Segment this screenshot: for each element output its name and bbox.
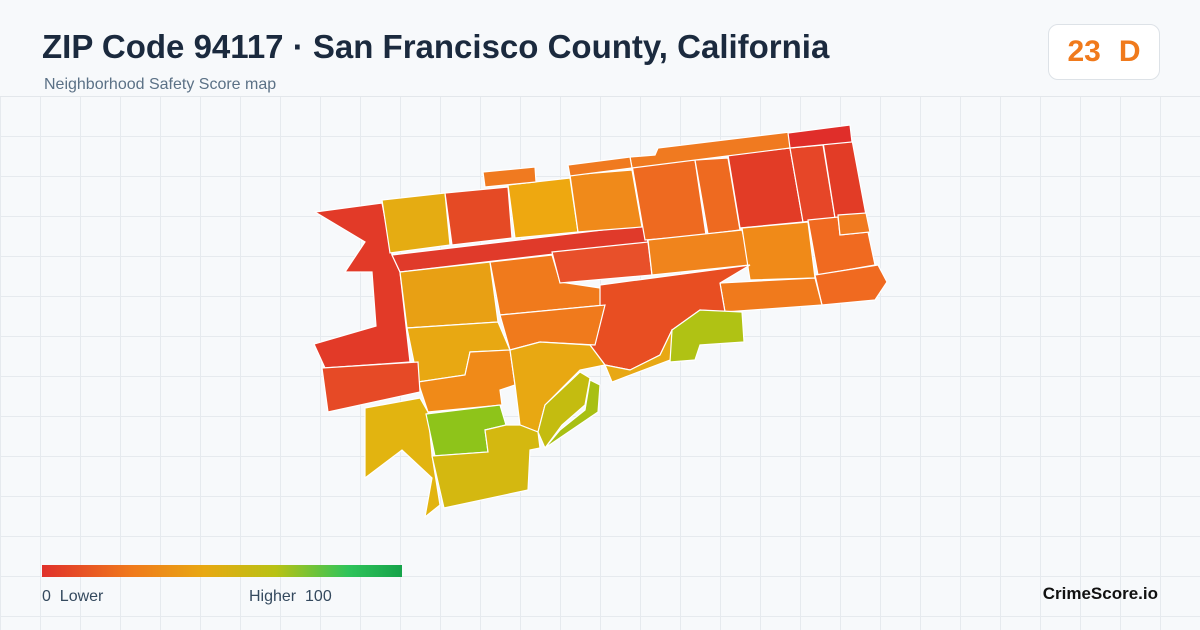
- header: ZIP Code 94117 · San Francisco County, C…: [0, 0, 1200, 97]
- neighborhood-area: [482, 166, 537, 188]
- neighborhood-area: [631, 159, 707, 241]
- neighborhood-area: [669, 309, 745, 363]
- score-grade: D: [1118, 35, 1141, 68]
- legend-max-value: 100: [305, 588, 332, 605]
- legend-gradient: [42, 565, 402, 577]
- subtitle: Neighborhood Safety Score map: [44, 76, 277, 93]
- neighborhood-area: [364, 397, 441, 519]
- brand: CrimeScore.io: [1042, 584, 1158, 603]
- legend-max-label: Higher: [249, 588, 297, 605]
- neighborhood-area: [509, 341, 607, 433]
- neighborhood-area: [741, 221, 816, 281]
- neighborhood-area: [837, 212, 871, 236]
- neighborhood-area: [444, 186, 513, 246]
- neighborhoods: [313, 124, 888, 519]
- score-badge: 23 D: [1048, 24, 1160, 80]
- score-value: 23: [1067, 35, 1101, 68]
- title: ZIP Code 94117 · San Francisco County, C…: [42, 28, 830, 65]
- neighborhood-area: [719, 277, 823, 313]
- legend-min: 0 Lower: [42, 588, 103, 606]
- neighborhood-area: [567, 156, 633, 177]
- legend-max: Higher 100: [249, 588, 332, 606]
- neighborhood-area: [787, 124, 853, 149]
- legend-min-value: 0: [42, 588, 51, 605]
- neighborhood-area: [569, 169, 643, 233]
- neighborhood-area: [381, 192, 451, 254]
- legend-min-label: Lower: [59, 588, 104, 605]
- neighborhood-area: [321, 361, 421, 413]
- neighborhood-area: [399, 261, 499, 329]
- neighborhood-area: [507, 177, 579, 239]
- neighborhood-area: [544, 379, 601, 449]
